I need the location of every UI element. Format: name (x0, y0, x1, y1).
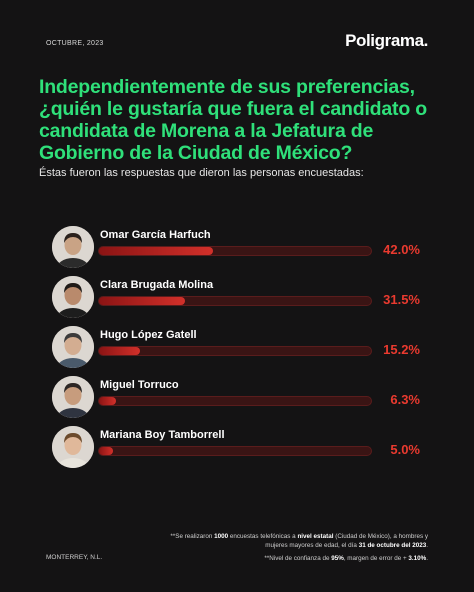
candidate-photo (52, 426, 94, 468)
bar (99, 447, 113, 455)
bar-track (98, 396, 372, 406)
bar-track (98, 346, 372, 356)
bar-category-label: Hugo López Gatell (100, 329, 197, 341)
note-mid: encuestas telefónicas a (228, 533, 298, 540)
brand-name: Poligrama (345, 31, 424, 50)
date-label: OCTUBRE, 2023 (46, 40, 104, 47)
brand-dot: . (423, 31, 429, 50)
bar-track (98, 296, 372, 306)
note-mid2: (Ciudad de México), a hombres y mujeres … (265, 533, 428, 549)
bar-track (98, 246, 372, 256)
bar-track (98, 446, 372, 456)
subhead: Éstas fueron las respuestas que dieron l… (39, 167, 364, 179)
bar-value-label: 5.0% (390, 442, 420, 457)
conf-mid: , margen de error de + (343, 555, 409, 562)
candidate-photo (52, 226, 94, 268)
chart-row: Omar García Harfuch 42.0% (52, 226, 432, 272)
bar-value-label: 31.5% (383, 292, 420, 307)
note-date: 31 de octubre del 2023 (358, 541, 427, 549)
candidate-photo (52, 376, 94, 418)
candidate-photo (52, 326, 94, 368)
methodology-note: **Se realizaron 1000 encuestas telefónic… (148, 533, 428, 550)
bar-category-label: Clara Brugada Molina (100, 279, 214, 291)
bar (99, 347, 141, 355)
brand-logo: Poligrama. (345, 31, 428, 51)
location-label: MONTERREY, N.L. (46, 554, 103, 561)
note-level: nivel estatal (297, 533, 334, 540)
confidence-note: **Nivel de confianza de 95%, margen de e… (148, 555, 428, 562)
bar-value-label: 42.0% (383, 242, 420, 257)
conf-value: 95% (331, 555, 344, 562)
note-count: 1000 (214, 533, 229, 540)
chart-row: Miguel Torruco 6.3% (52, 376, 432, 422)
bar-category-label: Mariana Boy Tamborrell (100, 429, 225, 441)
bar-value-label: 15.2% (383, 342, 420, 357)
bar (99, 297, 185, 305)
bar-category-label: Miguel Torruco (100, 379, 179, 391)
bar (99, 247, 214, 255)
conf-error: 3.10% (408, 555, 427, 562)
chart-row: Mariana Boy Tamborrell 5.0% (52, 426, 432, 472)
bar-value-label: 6.3% (390, 392, 420, 407)
conf-prefix: **Nivel de confianza de (264, 555, 332, 562)
headline: Independientemente de sus preferencias, … (39, 76, 427, 164)
chart-row: Hugo López Gatell 15.2% (52, 326, 432, 372)
note-end: . (426, 541, 428, 549)
conf-end: . (426, 555, 428, 562)
candidate-photo (52, 276, 94, 318)
chart-row: Clara Brugada Molina 31.5% (52, 276, 432, 322)
bar-category-label: Omar García Harfuch (100, 229, 211, 241)
note-prefix: **Se realizaron (170, 533, 215, 540)
bar (99, 397, 117, 405)
